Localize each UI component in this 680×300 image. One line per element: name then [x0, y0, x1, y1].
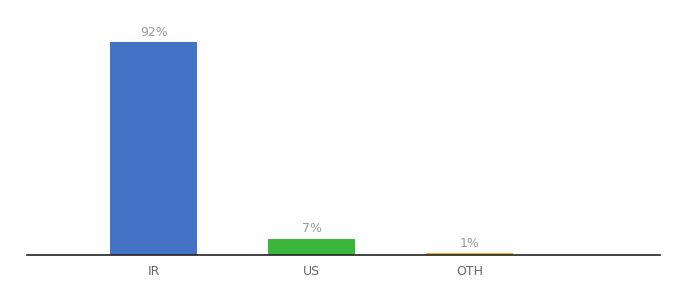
- Bar: [269, 239, 355, 255]
- Bar: [110, 43, 197, 255]
- Text: 7%: 7%: [302, 222, 322, 236]
- Bar: [426, 253, 513, 255]
- Text: 1%: 1%: [460, 237, 480, 250]
- Text: 92%: 92%: [140, 26, 167, 39]
